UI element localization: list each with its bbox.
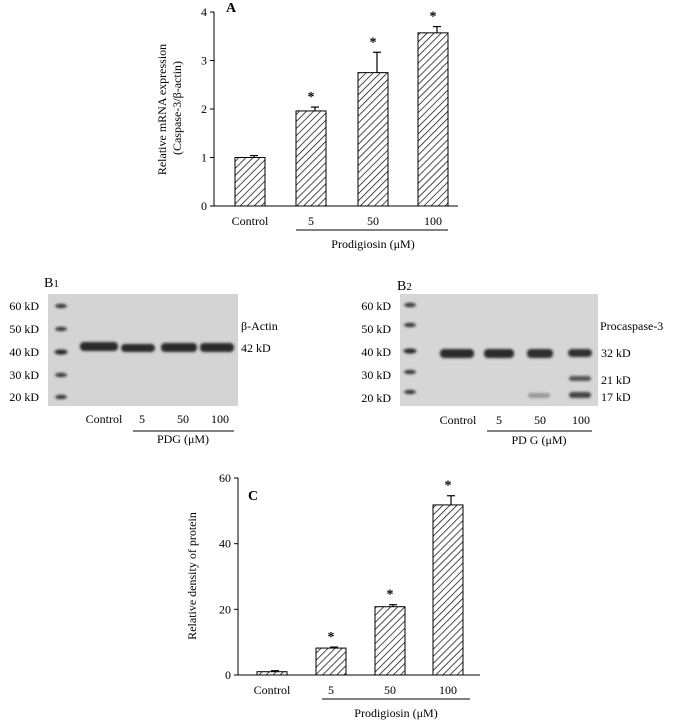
- panel-b1-protein-label: β-Actin: [241, 319, 278, 333]
- x-tick-label: 100: [439, 683, 457, 697]
- b2-band-100-17kd: [569, 392, 591, 398]
- panel-b2-markers: 60 kD 50 kD 40 kD 30 kD 20 kD: [361, 299, 391, 405]
- svg-text:40 kD: 40 kD: [9, 345, 39, 359]
- panel-b2-group-label: PD G (μM): [511, 433, 566, 447]
- panel-b1-ladder: [54, 303, 68, 400]
- panel-b2-lane-labels: Control 5 50 100: [440, 413, 590, 427]
- panel-b1-label: B1: [44, 276, 59, 291]
- panel-b2-size-label-21: 21 kD: [601, 373, 631, 387]
- y-tick-label: 40: [219, 537, 231, 551]
- significance-marker: *: [445, 479, 452, 494]
- panel-a-y-ticks: 0 1 2 3 4: [201, 5, 214, 213]
- panel-c-y-axis-label: Relative density of protein: [185, 512, 199, 640]
- panel-a: A 0 1 2 3 4 * * * Control 5 50 100 Relative mRNA …: [155, 1, 458, 251]
- x-tick-label: 50: [384, 683, 396, 697]
- svg-text:50: 50: [534, 413, 546, 427]
- bar: [374, 606, 406, 676]
- y-tick-label: 0: [201, 199, 207, 213]
- svg-text:30 kD: 30 kD: [361, 368, 391, 382]
- panel-b1: B1 60 kD 50 kD 40 kD 30 kD 20 kD β-Actin…: [9, 276, 277, 446]
- y-tick-label: 0: [225, 668, 231, 682]
- svg-text:60 kD: 60 kD: [361, 299, 391, 313]
- y-tick-label: 60: [219, 471, 231, 485]
- svg-text:30 kD: 30 kD: [9, 368, 39, 382]
- panel-a-group-label: Prodigiosin (μM): [331, 237, 414, 251]
- x-tick-label: 5: [328, 683, 334, 697]
- panel-b1-group-label: PDG (μM): [157, 432, 209, 446]
- panel-b2-size-label-17: 17 kD: [601, 390, 631, 404]
- svg-text:100: 100: [572, 413, 590, 427]
- panel-a-y-axis-label: Relative mRNA expression (Caspase-3/β-ac…: [155, 41, 184, 175]
- panel-b2: B2 60 kD 50 kD 40 kD 30 kD 20 kD Procasp…: [361, 279, 663, 447]
- svg-text:Control: Control: [440, 413, 477, 427]
- panel-c-x-labels: Control 5 50 100: [254, 683, 457, 697]
- panel-b2-size-label-32: 32 kD: [601, 346, 631, 360]
- panel-c-bars: * * *: [256, 479, 464, 676]
- x-tick-label: Control: [254, 683, 291, 697]
- panel-b1-markers: 60 kD 50 kD 40 kD 30 kD 20 kD: [9, 299, 39, 404]
- panel-b2-protein-label: Procaspase-3: [600, 319, 663, 333]
- b2-band-5: [484, 349, 514, 358]
- b1-band-control: [80, 342, 118, 351]
- significance-marker: *: [430, 10, 437, 25]
- b1-band-100: [200, 343, 234, 352]
- panel-c-label: C: [248, 489, 258, 504]
- panel-c-group-label: Prodigiosin (μM): [354, 706, 437, 720]
- y-tick-label: 1: [201, 151, 207, 165]
- svg-text:5: 5: [496, 413, 502, 427]
- panel-a-label: A: [226, 1, 237, 16]
- svg-text:60 kD: 60 kD: [9, 299, 39, 313]
- b2-band-control: [440, 349, 474, 358]
- y-tick-label: 20: [219, 602, 231, 616]
- panel-b2-label: B2: [397, 279, 412, 294]
- bar: [256, 671, 288, 676]
- svg-text:50 kD: 50 kD: [361, 322, 391, 336]
- svg-text:20 kD: 20 kD: [9, 390, 39, 404]
- x-tick-label: Control: [232, 214, 269, 228]
- b2-band-50: [527, 349, 553, 358]
- bar: [357, 72, 389, 207]
- svg-text:20 kD: 20 kD: [361, 391, 391, 405]
- panel-b1-bands: [80, 342, 234, 352]
- b1-band-50: [161, 343, 197, 352]
- svg-text:5: 5: [139, 412, 145, 426]
- y-tick-label: 4: [201, 5, 207, 19]
- bar: [234, 157, 266, 207]
- svg-text:50 kD: 50 kD: [9, 322, 39, 336]
- panel-b2-ladder: [403, 302, 417, 395]
- bar: [417, 32, 449, 207]
- significance-marker: *: [370, 35, 377, 50]
- b2-band-100: [568, 349, 592, 357]
- panel-a-bars: * * *: [234, 10, 449, 207]
- significance-marker: *: [328, 630, 335, 645]
- y-tick-label: 3: [201, 54, 207, 68]
- svg-text:Control: Control: [86, 412, 123, 426]
- significance-marker: *: [308, 90, 315, 105]
- panel-c: C 0 20 40 60 * * * Control 5 50 100 Relative den…: [185, 471, 480, 720]
- svg-text:100: 100: [211, 412, 229, 426]
- y-tick-label: 2: [201, 102, 207, 116]
- x-tick-label: 5: [308, 214, 314, 228]
- x-tick-label: 50: [367, 214, 379, 228]
- panel-a-x-labels: Control 5 50 100: [232, 214, 442, 228]
- svg-text:50: 50: [177, 412, 189, 426]
- panel-c-y-ticks: 0 20 40 60: [219, 471, 238, 682]
- panel-b1-size-label: 42 kD: [241, 341, 271, 355]
- bar: [432, 504, 464, 676]
- significance-marker: *: [387, 588, 394, 603]
- b2-band-50-17kd: [528, 393, 550, 398]
- bar: [295, 110, 327, 207]
- b2-band-100-21kd: [569, 376, 591, 381]
- x-tick-label: 100: [424, 214, 442, 228]
- bar: [315, 647, 347, 676]
- b1-band-5: [121, 344, 155, 352]
- panel-b1-lane-labels: Control 5 50 100: [86, 412, 229, 426]
- panel-b2-bands: [440, 349, 592, 398]
- svg-text:40 kD: 40 kD: [361, 345, 391, 359]
